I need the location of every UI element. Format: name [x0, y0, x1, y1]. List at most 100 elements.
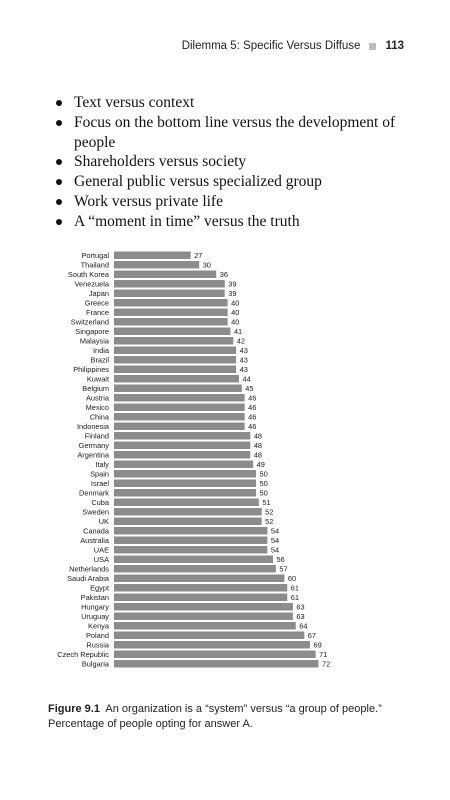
- value-label: 46: [248, 394, 256, 403]
- category-label: South Korea: [68, 270, 110, 279]
- value-label: 49: [257, 460, 265, 469]
- category-label: Pakistan: [81, 593, 109, 602]
- running-header: Dilemma 5: Specific Versus Diffuse 113: [182, 40, 404, 52]
- figure-caption-text: An organization is a “system” versus “a …: [48, 703, 382, 730]
- x-tick-label: 60: [280, 695, 288, 697]
- bar: [114, 470, 256, 478]
- category-label: Austria: [86, 394, 110, 403]
- category-label: Thailand: [81, 261, 109, 270]
- value-label: 54: [271, 546, 279, 555]
- bar: [114, 622, 296, 630]
- value-label: 63: [296, 612, 304, 621]
- value-label: 50: [260, 489, 268, 498]
- bar: [114, 574, 285, 582]
- value-label: 44: [242, 375, 250, 384]
- value-label: 50: [260, 479, 268, 488]
- bar: [114, 593, 288, 601]
- bar: [114, 280, 225, 288]
- category-label: Greece: [85, 299, 109, 308]
- value-label: 43: [240, 365, 248, 374]
- x-tick-label: 65: [294, 695, 302, 697]
- x-tick-label: 25: [181, 695, 189, 697]
- category-label: Sweden: [82, 508, 109, 517]
- bar: [114, 508, 262, 516]
- bar: [114, 489, 256, 497]
- bullet-item: Focus on the bottom line versus the deve…: [51, 113, 411, 153]
- value-label: 52: [265, 517, 273, 526]
- x-tick-label: 90: [365, 695, 373, 697]
- x-tick-label: 5: [126, 695, 130, 697]
- category-label: Poland: [86, 631, 109, 640]
- value-label: 40: [231, 318, 239, 327]
- bar: [114, 565, 276, 573]
- value-label: 50: [260, 470, 268, 479]
- bar: [114, 451, 251, 459]
- category-label: Indonesia: [77, 422, 110, 431]
- bar: [114, 337, 234, 345]
- category-label: Portugal: [81, 251, 109, 260]
- bar: [114, 384, 242, 392]
- bar: [114, 498, 259, 506]
- page-number: 113: [385, 40, 404, 52]
- category-label: Uruguay: [81, 612, 109, 621]
- value-label: 40: [231, 308, 239, 317]
- value-label: 64: [299, 622, 307, 631]
- bar: [114, 308, 228, 316]
- bar: [114, 375, 239, 383]
- category-label: UAE: [94, 546, 109, 555]
- category-label: Switzerland: [71, 318, 109, 327]
- bar: [114, 536, 268, 544]
- bar: [114, 299, 228, 307]
- bar: [114, 603, 293, 611]
- value-label: 48: [254, 432, 262, 441]
- value-label: 67: [308, 631, 316, 640]
- category-label: Egypt: [90, 584, 109, 593]
- bar: [114, 650, 316, 658]
- bar: [114, 631, 305, 639]
- value-label: 69: [313, 641, 321, 650]
- category-label: Israel: [91, 479, 109, 488]
- value-label: 46: [248, 422, 256, 431]
- x-tick-label: 85: [351, 695, 359, 697]
- bar-chart: Portugal 27 Thailand 30 South Korea 36 Venezue…: [57, 251, 404, 697]
- x-tick-label: 20: [167, 695, 175, 697]
- category-label: Finland: [85, 432, 109, 441]
- x-tick-label: 10: [138, 695, 146, 697]
- bar: [114, 346, 237, 354]
- category-label: Netherlands: [69, 565, 109, 574]
- value-label: 27: [194, 251, 202, 260]
- category-label: Australia: [80, 536, 110, 545]
- category-label: Philippines: [73, 365, 109, 374]
- category-label: Russia: [86, 641, 109, 650]
- value-label: 46: [248, 413, 256, 422]
- bar: [114, 546, 268, 554]
- bar: [114, 641, 310, 649]
- bullet-item: Work versus private life: [51, 192, 411, 212]
- value-label: 57: [279, 565, 287, 574]
- category-label: Japan: [89, 289, 109, 298]
- x-tick-label: 15: [152, 695, 160, 697]
- value-label: 41: [234, 327, 242, 336]
- bar: [114, 356, 237, 364]
- category-label: Brazil: [91, 356, 110, 365]
- bar: [114, 479, 256, 487]
- value-label: 61: [291, 584, 299, 593]
- x-tick-label: 45: [238, 695, 246, 697]
- bullet-item: Shareholders versus society: [51, 152, 411, 172]
- category-label: Saudi Arabia: [67, 574, 110, 583]
- x-tick-label: 35: [209, 695, 217, 697]
- value-label: 48: [254, 441, 262, 450]
- running-title: Dilemma 5: Specific Versus Diffuse: [181, 40, 361, 52]
- x-tick-label: 70: [309, 695, 317, 697]
- bullet-list: Text versus context Focus on the bottom …: [51, 93, 411, 232]
- bar: [114, 289, 225, 297]
- category-label: Canada: [83, 527, 110, 536]
- value-label: 51: [262, 498, 270, 507]
- bar: [114, 270, 217, 278]
- value-label: 63: [296, 603, 304, 612]
- category-label: China: [90, 413, 110, 422]
- value-label: 54: [271, 536, 279, 545]
- category-label: Spain: [90, 470, 109, 479]
- bar: [114, 555, 274, 563]
- value-label: 72: [322, 660, 330, 669]
